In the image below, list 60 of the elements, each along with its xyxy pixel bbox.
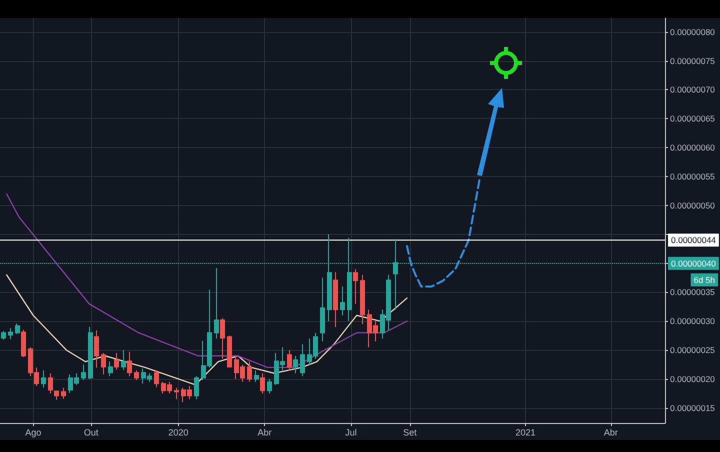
candlestick [134,370,139,381]
candlestick [127,351,132,377]
candlestick [247,361,252,382]
candlestick [260,372,265,394]
candlestick [287,350,292,371]
candlestick [1,330,6,340]
candlestick [15,322,20,334]
candlestick [353,268,358,304]
candlestick [108,361,113,377]
y-tick-label: 0.00000020 [670,374,716,384]
candlestick [267,378,272,394]
candlestick [41,370,46,388]
candlestick [54,390,59,400]
candlestick [174,387,179,400]
candlestick [360,274,365,325]
candlestick [121,350,126,370]
candlestick [194,376,199,400]
ref-line-label: 0.00000044 [671,235,716,246]
text: 6d 5h [694,274,716,285]
candlestick [227,335,232,368]
candlestick [61,387,66,400]
ref-line-label: 0.00000040 [671,258,716,268]
line-series [6,274,408,386]
x-tick-label: Set [403,428,418,438]
candlestick [320,277,325,342]
y-tick-label: 0.00000075 [670,56,716,66]
y-tick-label: 0.00000070 [670,84,716,95]
x-tick-label: Abr [604,428,618,438]
candlestick [220,318,225,360]
candlestick [114,352,119,370]
candlestick [154,370,159,388]
candlestick [94,330,99,368]
candlestick [340,286,345,316]
candlestick [333,271,338,328]
x-tick-label: Abr [258,428,272,438]
x-tick-label: 2021 [516,428,536,438]
y-tick-label: 0.00000050 [670,200,716,210]
y-tick-label: 0.00000055 [670,172,716,182]
x-tick-label: Ago [25,428,42,438]
candlestick [214,267,219,340]
candlestick [81,364,86,381]
candlestick [254,370,259,382]
candlestick [21,329,26,358]
y-tick-label: 0.00000030 [670,316,716,326]
candlestick [48,372,53,394]
y-tick-label: 0.00000065 [670,114,716,124]
x-tick-label: Out [84,428,99,438]
y-tick-label: 0.00000080 [670,26,716,37]
candlestick [88,326,93,380]
y-tick-label: 0.00000015 [670,402,716,413]
candlestick [300,344,305,377]
x-tick-label: 2020 [168,428,188,438]
candlestick [293,355,298,374]
x-tick-label: Jul [345,428,357,438]
y-tick-label: 0.00000025 [670,345,716,356]
candlestick [101,352,106,375]
candlestick [8,328,13,340]
line-series [6,193,408,368]
y-tick-label: 0.00000035 [670,287,716,298]
y-tick-label: 0.00000060 [670,142,716,153]
